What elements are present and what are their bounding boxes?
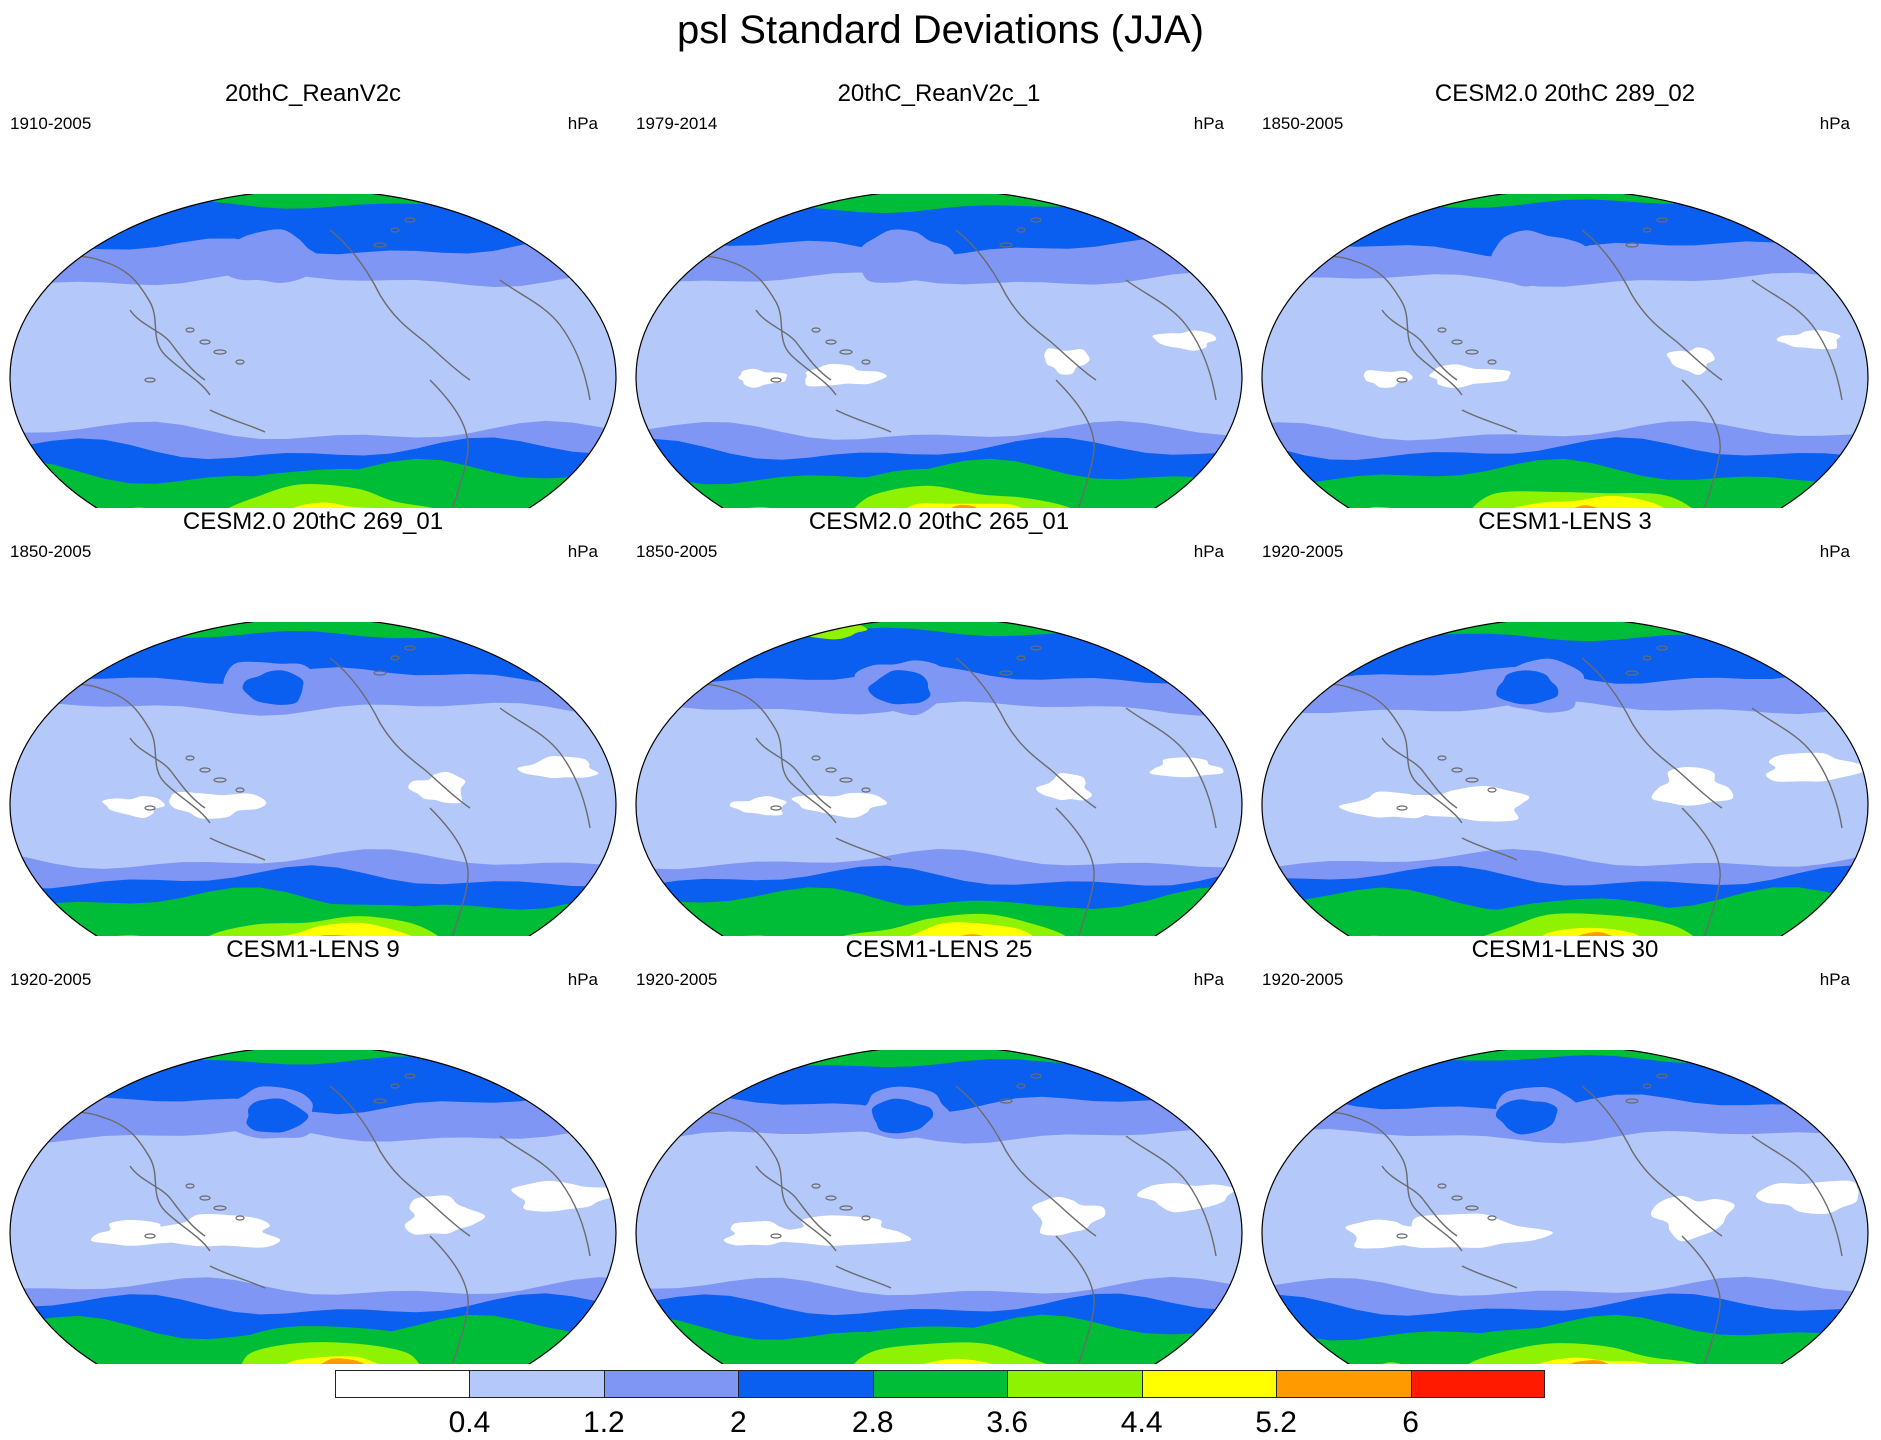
map-panel: CESM1-LENS 30 1920-2005 hPa <box>1252 936 1878 1364</box>
map-panel: CESM2.0 20thC 289_02 1850-2005 hPa <box>1252 80 1878 508</box>
map-panel: CESM1-LENS 9 1920-2005 hPa <box>0 936 626 1364</box>
map-panel: CESM2.0 20thC 269_01 1850-2005 hPa <box>0 508 626 936</box>
panel-title: CESM1-LENS 3 <box>1478 508 1652 535</box>
map-panel: CESM2.0 20thC 265_01 1850-2005 hPa <box>626 508 1252 936</box>
panel-units: hPa <box>1819 542 1850 561</box>
colorbar-tick-label: 3.6 <box>986 1406 1029 1439</box>
panel-units: hPa <box>567 542 598 561</box>
panel-units: hPa <box>1193 114 1224 133</box>
colorbar-box <box>1276 1370 1411 1398</box>
panel-title: CESM1-LENS 30 <box>1471 936 1659 963</box>
map-panel: CESM1-LENS 25 1920-2005 hPa <box>626 936 1252 1364</box>
colorbar-tick-label: 5.2 <box>1255 1406 1297 1439</box>
panel-units: hPa <box>1819 970 1850 989</box>
panel-units: hPa <box>1193 542 1224 561</box>
colorbar-tick-label: 2 <box>729 1406 747 1439</box>
map-panel: CESM1-LENS 3 1920-2005 hPa <box>1252 508 1878 936</box>
colorbar-tick-label: 2.8 <box>851 1406 894 1439</box>
colorbar-box <box>1007 1370 1142 1398</box>
panel-period: 1979-2014 <box>636 114 718 133</box>
colorbar-tick-label: 0.4 <box>448 1406 491 1439</box>
colorbar <box>335 1370 1545 1400</box>
colorbar-tick-label: 6 <box>1402 1406 1419 1439</box>
colorbar-box <box>1410 1370 1545 1398</box>
colorbar-box <box>469 1370 604 1398</box>
panel-units: hPa <box>567 970 598 989</box>
panel-title: 20thC_ReanV2c <box>224 80 402 107</box>
psl-std-map <box>1261 194 1869 508</box>
panel-title: CESM1-LENS 25 <box>845 936 1033 963</box>
panel-period: 1850-2005 <box>1262 114 1344 133</box>
panel-title: CESM1-LENS 9 <box>226 936 400 963</box>
panel-period: 1920-2005 <box>1262 970 1344 989</box>
panel-units: hPa <box>1193 970 1224 989</box>
psl-std-map <box>1261 1050 1869 1364</box>
psl-std-map <box>635 194 1243 508</box>
psl-std-map <box>635 622 1243 936</box>
psl-std-map <box>1261 622 1869 936</box>
panel-units: hPa <box>1819 114 1850 133</box>
panel-period: 1850-2005 <box>10 542 92 561</box>
panel-period: 1920-2005 <box>10 970 92 989</box>
panel-units: hPa <box>567 114 598 133</box>
psl-std-map <box>9 1050 617 1364</box>
psl-std-map <box>9 194 617 508</box>
psl-std-map <box>635 1050 1243 1364</box>
map-panel: 20thC_ReanV2c_1 1979-2014 hPa <box>626 80 1252 508</box>
colorbar-box <box>738 1370 873 1398</box>
colorbar-box <box>872 1370 1008 1398</box>
panel-title: CESM2.0 20thC 265_01 <box>808 508 1070 535</box>
panel-title: CESM2.0 20thC 269_01 <box>182 508 444 535</box>
colorbar-tick-label: 4.4 <box>1120 1406 1163 1439</box>
panel-title: CESM2.0 20thC 289_02 <box>1434 80 1696 107</box>
panel-period: 1910-2005 <box>10 114 92 133</box>
map-panel: 20thC_ReanV2c 1910-2005 hPa <box>0 80 626 508</box>
figure-title: psl Standard Deviations (JJA) <box>677 8 1204 52</box>
panel-period: 1920-2005 <box>1262 542 1344 561</box>
panel-period: 1850-2005 <box>636 542 718 561</box>
colorbar-tick-label: 1.2 <box>583 1406 625 1439</box>
panel-period: 1920-2005 <box>636 970 718 989</box>
psl-std-map <box>9 622 617 936</box>
colorbar-box <box>603 1370 739 1398</box>
colorbar-box <box>335 1370 470 1398</box>
colorbar-box <box>1141 1370 1277 1398</box>
panel-title: 20thC_ReanV2c_1 <box>837 80 1041 107</box>
